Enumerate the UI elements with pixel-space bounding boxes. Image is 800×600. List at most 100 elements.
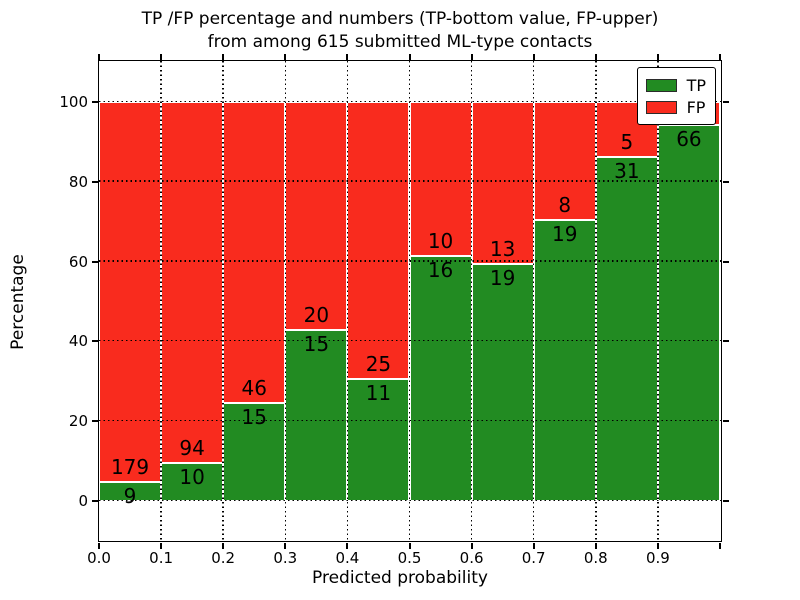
- tp-count-label: 15: [241, 404, 267, 429]
- x-tick-mark: [346, 542, 349, 549]
- tp-bar-segment: [595, 157, 658, 501]
- tp-bar-segment: [285, 330, 348, 501]
- x-tick-mark: [222, 542, 225, 549]
- x-tick-label: 0.8: [583, 549, 608, 567]
- tp-count-label: 19: [489, 266, 516, 291]
- tp-count-label: 10: [179, 464, 205, 489]
- fp-bar-segment: [285, 102, 348, 330]
- v-gridline: [470, 61, 473, 541]
- x-tick-mark: [284, 542, 287, 549]
- x-tick-mark-top: [656, 53, 659, 60]
- fp-bar-segment: [99, 102, 162, 482]
- y-tick-mark-right: [722, 180, 729, 183]
- x-tick-mark-top: [98, 53, 100, 60]
- tp-count-label: 9: [123, 483, 137, 508]
- x-tick-label: 0.3: [273, 549, 298, 567]
- x-tick-label: 0.5: [397, 549, 422, 567]
- x-tick-mark: [594, 542, 597, 549]
- fp-count-label: 5: [620, 130, 634, 155]
- v-gridline: [408, 61, 411, 541]
- y-tick-mark: [91, 420, 98, 423]
- v-gridline: [346, 61, 349, 541]
- fp-bar-segment: [161, 102, 224, 463]
- y-tick-mark: [91, 500, 98, 502]
- chart-title: TP /FP percentage and numbers (TP-bottom…: [0, 8, 800, 54]
- x-axis-label: Predicted probability: [312, 568, 488, 588]
- x-tick-mark-top: [222, 53, 225, 60]
- x-tick-mark-top: [470, 53, 473, 60]
- fp-count-label: 10: [427, 228, 454, 253]
- tp-bar-segment: [657, 124, 720, 501]
- v-gridline: [532, 61, 535, 541]
- fp-count-label: 8: [558, 193, 572, 218]
- x-tick-mark-top: [160, 53, 163, 60]
- x-tick-mark-top: [284, 53, 287, 60]
- y-tick-label: 0: [78, 492, 88, 510]
- fp-swatch-icon: [645, 100, 677, 114]
- v-gridline: [284, 61, 287, 541]
- legend-row-tp: TP: [645, 74, 706, 96]
- y-tick-label: 20: [68, 412, 88, 431]
- x-tick-mark-top: [594, 53, 597, 60]
- v-gridline: [222, 61, 224, 541]
- chart-title-line1: TP /FP percentage and numbers (TP-bottom…: [141, 9, 659, 29]
- x-tick-mark: [98, 542, 100, 549]
- y-tick-mark-right: [722, 340, 729, 343]
- chart-title-line2: from among 615 submitted ML-type contact…: [207, 32, 593, 52]
- tp-count-label: 16: [427, 257, 454, 282]
- x-tick-label: 0.0: [87, 549, 111, 567]
- x-tick-label: 0.4: [335, 549, 360, 567]
- tp-count-label: 66: [676, 126, 702, 151]
- legend: TP FP: [636, 67, 716, 125]
- x-tick-label: 0.2: [211, 549, 236, 567]
- y-tick-mark-right: [722, 260, 729, 263]
- y-tick-label: 80: [68, 172, 88, 191]
- fp-count-label: 25: [365, 352, 392, 377]
- v-gridline: [657, 61, 659, 541]
- y-tick-mark-right: [722, 420, 729, 423]
- y-tick-label: 40: [68, 332, 88, 351]
- tp-count-label: 31: [614, 159, 640, 184]
- tp-bar-segment: [471, 264, 534, 501]
- x-tick-label: 0.7: [521, 549, 546, 567]
- fp-count-label: 13: [489, 237, 516, 262]
- x-tick-mark: [719, 542, 721, 549]
- legend-label-tp: TP: [686, 75, 706, 95]
- x-tick-mark: [470, 542, 473, 549]
- tp-bar-segment: [409, 255, 472, 501]
- x-tick-label: 0.9: [645, 549, 670, 567]
- x-tick-mark-top: [346, 53, 349, 60]
- y-tick-mark-right: [722, 500, 729, 502]
- x-tick-mark-top: [719, 53, 721, 60]
- fp-count-label: 179: [110, 454, 150, 479]
- tp-bar-segment: [161, 462, 224, 501]
- tp-count-label: 15: [303, 332, 330, 356]
- y-tick-mark: [91, 180, 98, 183]
- y-tick-mark: [91, 101, 98, 103]
- v-gridline: [595, 61, 597, 541]
- x-tick-mark: [532, 542, 535, 549]
- x-tick-mark-top: [408, 53, 411, 60]
- tp-count-label: 19: [552, 222, 578, 247]
- v-gridline: [160, 61, 162, 541]
- tp-bar-segment: [533, 220, 596, 501]
- x-tick-label: 0.1: [149, 549, 174, 567]
- fp-bar-segment: [347, 102, 410, 380]
- legend-row-fp: FP: [645, 96, 706, 118]
- fp-bar-segment: [223, 102, 286, 403]
- fp-count-label: 46: [241, 375, 267, 400]
- y-tick-label: 60: [68, 252, 88, 271]
- y-tick-mark-right: [722, 101, 729, 103]
- y-tick-mark: [91, 340, 98, 343]
- x-tick-mark: [656, 542, 659, 549]
- fp-count-label: 20: [303, 303, 330, 327]
- fp-count-label: 94: [179, 435, 205, 460]
- x-tick-mark: [160, 542, 163, 549]
- x-tick-label: 0.6: [459, 549, 484, 567]
- plot-area: 1799941046152015251110161319819531466 TP…: [59, 53, 729, 567]
- tp-count-label: 11: [365, 381, 392, 406]
- x-tick-mark-top: [532, 53, 535, 60]
- y-tick-label: 100: [59, 93, 88, 111]
- x-tick-mark: [408, 542, 411, 549]
